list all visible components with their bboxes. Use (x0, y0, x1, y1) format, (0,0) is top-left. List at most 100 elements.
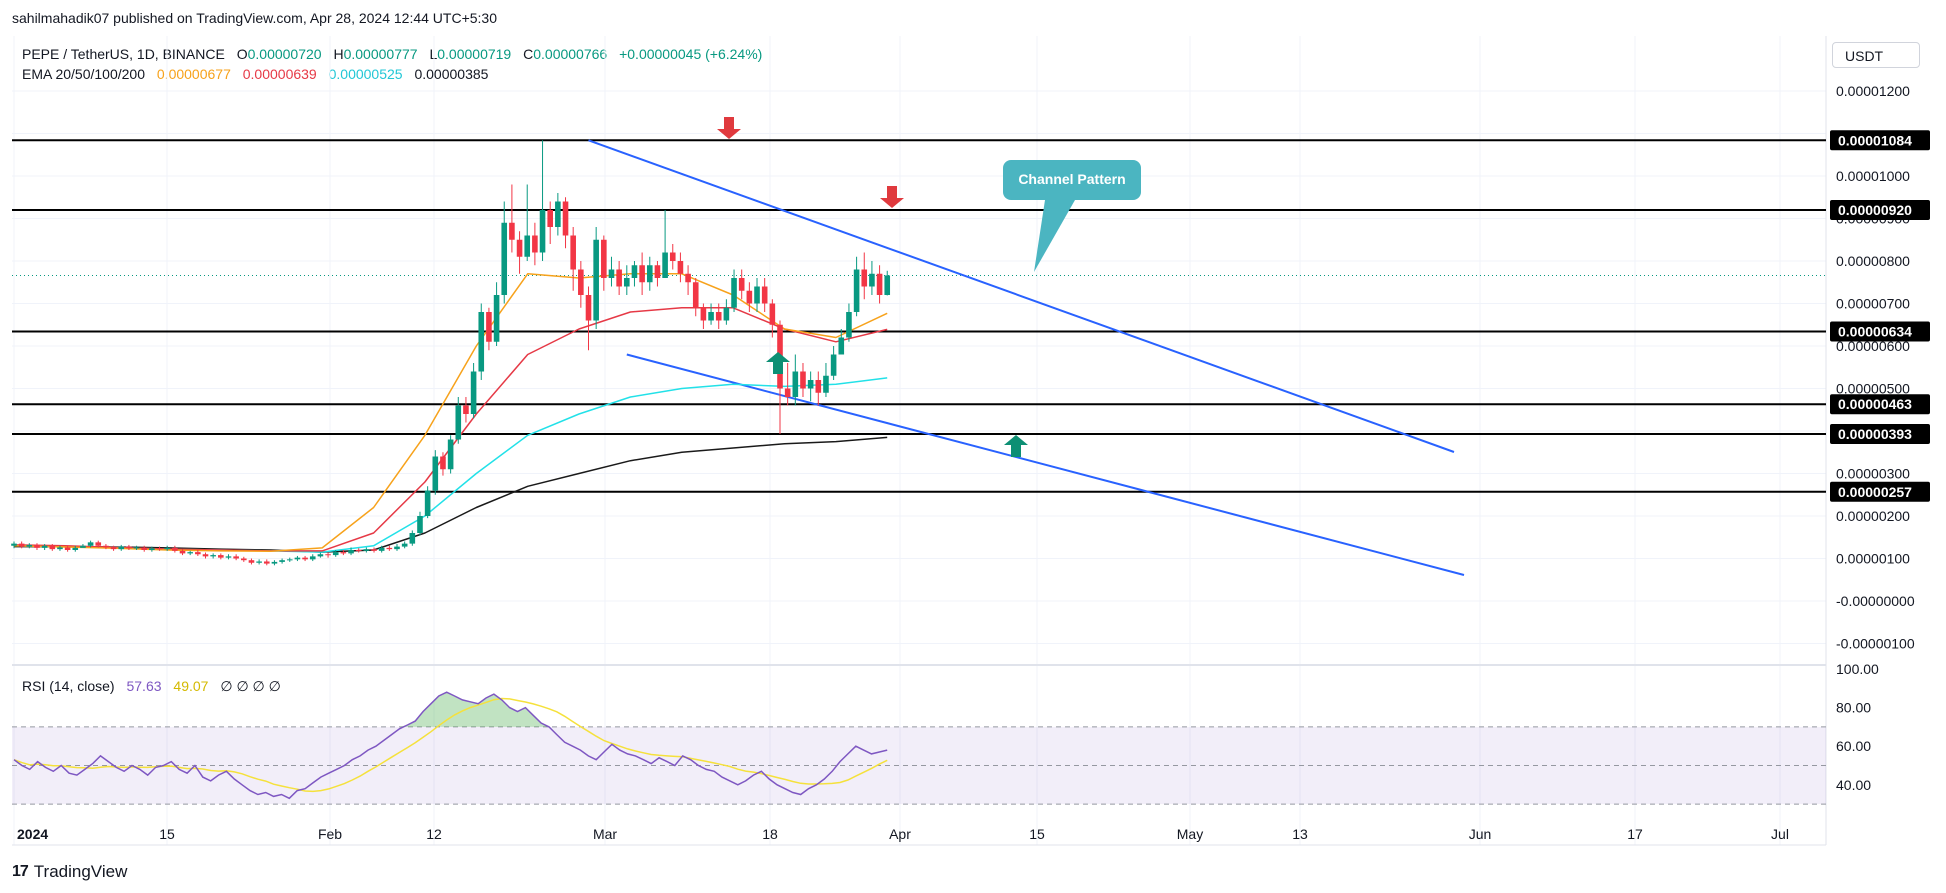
candle-body (692, 282, 699, 308)
buy-arrow-icon-head (1004, 435, 1028, 445)
candle-body (539, 210, 546, 253)
x-tick-label: Apr (889, 826, 911, 842)
candle-body (80, 545, 86, 548)
candle-body (708, 312, 714, 321)
close-value: 0.00000766 (533, 46, 608, 62)
candle-body (279, 560, 285, 562)
candle-body (241, 558, 247, 561)
candle-body (225, 556, 232, 558)
rsi-extra-values: ∅ ∅ ∅ ∅ (220, 678, 281, 694)
low-value: 0.00000719 (437, 46, 512, 62)
candle-body (394, 546, 400, 550)
x-tick-label: Feb (318, 826, 342, 842)
candle-body (233, 556, 239, 559)
candle-body (332, 552, 339, 556)
y-tick-label: -0.00000000 (1836, 593, 1915, 609)
candle-body (646, 265, 653, 283)
rsi-label[interactable]: RSI (14, close) (22, 678, 115, 694)
x-axis-ticks: 2024 15 Feb 12 Mar 18 Apr 15 May 13 Jun 17 Jul (17, 826, 1789, 842)
candle-body (470, 371, 477, 414)
candle-body (746, 290, 753, 304)
channel-upper-line (588, 139, 1455, 453)
candle-body (493, 295, 500, 342)
candle-body (616, 269, 622, 287)
candle-body (103, 545, 109, 548)
candle-body (248, 560, 255, 563)
candle-body (41, 545, 48, 548)
ema-label[interactable]: EMA 20/50/100/200 (22, 66, 145, 82)
candle-body (654, 265, 661, 278)
x-tick-label: 13 (1292, 826, 1308, 842)
level-price-tag (1830, 321, 1930, 342)
candle-body (447, 439, 454, 470)
close-label: C (523, 46, 534, 62)
currency-selector[interactable]: USDT (1832, 42, 1920, 68)
candle-body (87, 542, 94, 546)
candle-body (95, 542, 102, 546)
y-tick-label: 0.00001000 (1836, 168, 1910, 184)
x-tick-label: 12 (426, 826, 442, 842)
ema20-value: 0.00000677 (156, 66, 231, 82)
candle-body (187, 552, 193, 554)
ema200-value: 0.00000385 (414, 66, 489, 82)
candle-body (578, 269, 584, 295)
x-tick-label: Jul (1771, 826, 1789, 842)
candle-body (677, 261, 684, 274)
candle-body (463, 405, 469, 414)
candle-body (317, 554, 324, 557)
candle-body (631, 265, 638, 278)
candle-body (409, 533, 416, 544)
candle-body (72, 547, 79, 550)
y-tick-label: -0.00000100 (1836, 636, 1915, 652)
candle-body (769, 303, 776, 325)
rsi-tick-label: 100.00 (1836, 661, 1879, 677)
buy-arrow-icon-shaft (773, 362, 783, 374)
candle-body (608, 269, 615, 278)
candle-body (731, 278, 737, 308)
buy-arrow-icon-shaft (1011, 445, 1021, 457)
candle-body (601, 239, 607, 278)
rsi-line (13, 691, 888, 800)
candle-body (210, 555, 216, 557)
level-price-label: 0.00001084 (1838, 132, 1912, 148)
buy-arrow-icon-head (766, 352, 790, 362)
rsi-pane: 100.00 80.00 60.00 40.00 (12, 661, 1879, 805)
candle-body (172, 547, 178, 551)
channel-pattern-callout: Channel Pattern (1003, 160, 1141, 272)
candles (11, 140, 891, 566)
ema20-line (13, 273, 888, 553)
candle-body (18, 543, 25, 547)
candle-body (424, 490, 431, 516)
candle-body (853, 269, 860, 312)
tradingview-logo-icon: 17 (12, 863, 29, 880)
symbol-legend: PEPE / TetherUS, 1D, BINANCE O0.00000720… (22, 46, 762, 62)
candle-body (34, 544, 40, 548)
candle-body (761, 286, 768, 304)
x-tick-label: 18 (762, 826, 778, 842)
rsi-legend: RSI (14, close) 57.63 49.07 ∅ ∅ ∅ ∅ (22, 678, 281, 695)
candle-body (624, 278, 630, 287)
candle-body (516, 239, 523, 257)
brand-name: TradingView (33, 862, 128, 881)
candle-body (869, 273, 875, 287)
publisher-line: sahilmahadik07 published on TradingView.… (12, 10, 498, 26)
y-tick-label: 0.00000200 (1836, 508, 1910, 524)
candle-body (133, 547, 140, 549)
level-price-tag (1830, 423, 1930, 444)
ema50-value: 0.00000639 (242, 66, 317, 82)
candle-body (792, 371, 799, 397)
channel-lower-line (626, 353, 1465, 576)
level-price-label: 0.00000257 (1838, 484, 1912, 500)
tradingview-brand[interactable]: 17 TradingView (12, 862, 127, 882)
candle-body (271, 561, 278, 564)
candle-body (807, 380, 814, 389)
candle-body (570, 235, 576, 270)
y-tick-label: 0.00000600 (1836, 338, 1910, 354)
symbol-name[interactable]: PEPE / TetherUS, 1D, BINANCE (22, 46, 225, 62)
candle-body (118, 546, 125, 550)
candle-body (126, 546, 132, 549)
y-tick-label: 0.00000300 (1836, 466, 1910, 482)
candle-body (417, 516, 423, 533)
buy-arrow-icon (766, 352, 790, 374)
